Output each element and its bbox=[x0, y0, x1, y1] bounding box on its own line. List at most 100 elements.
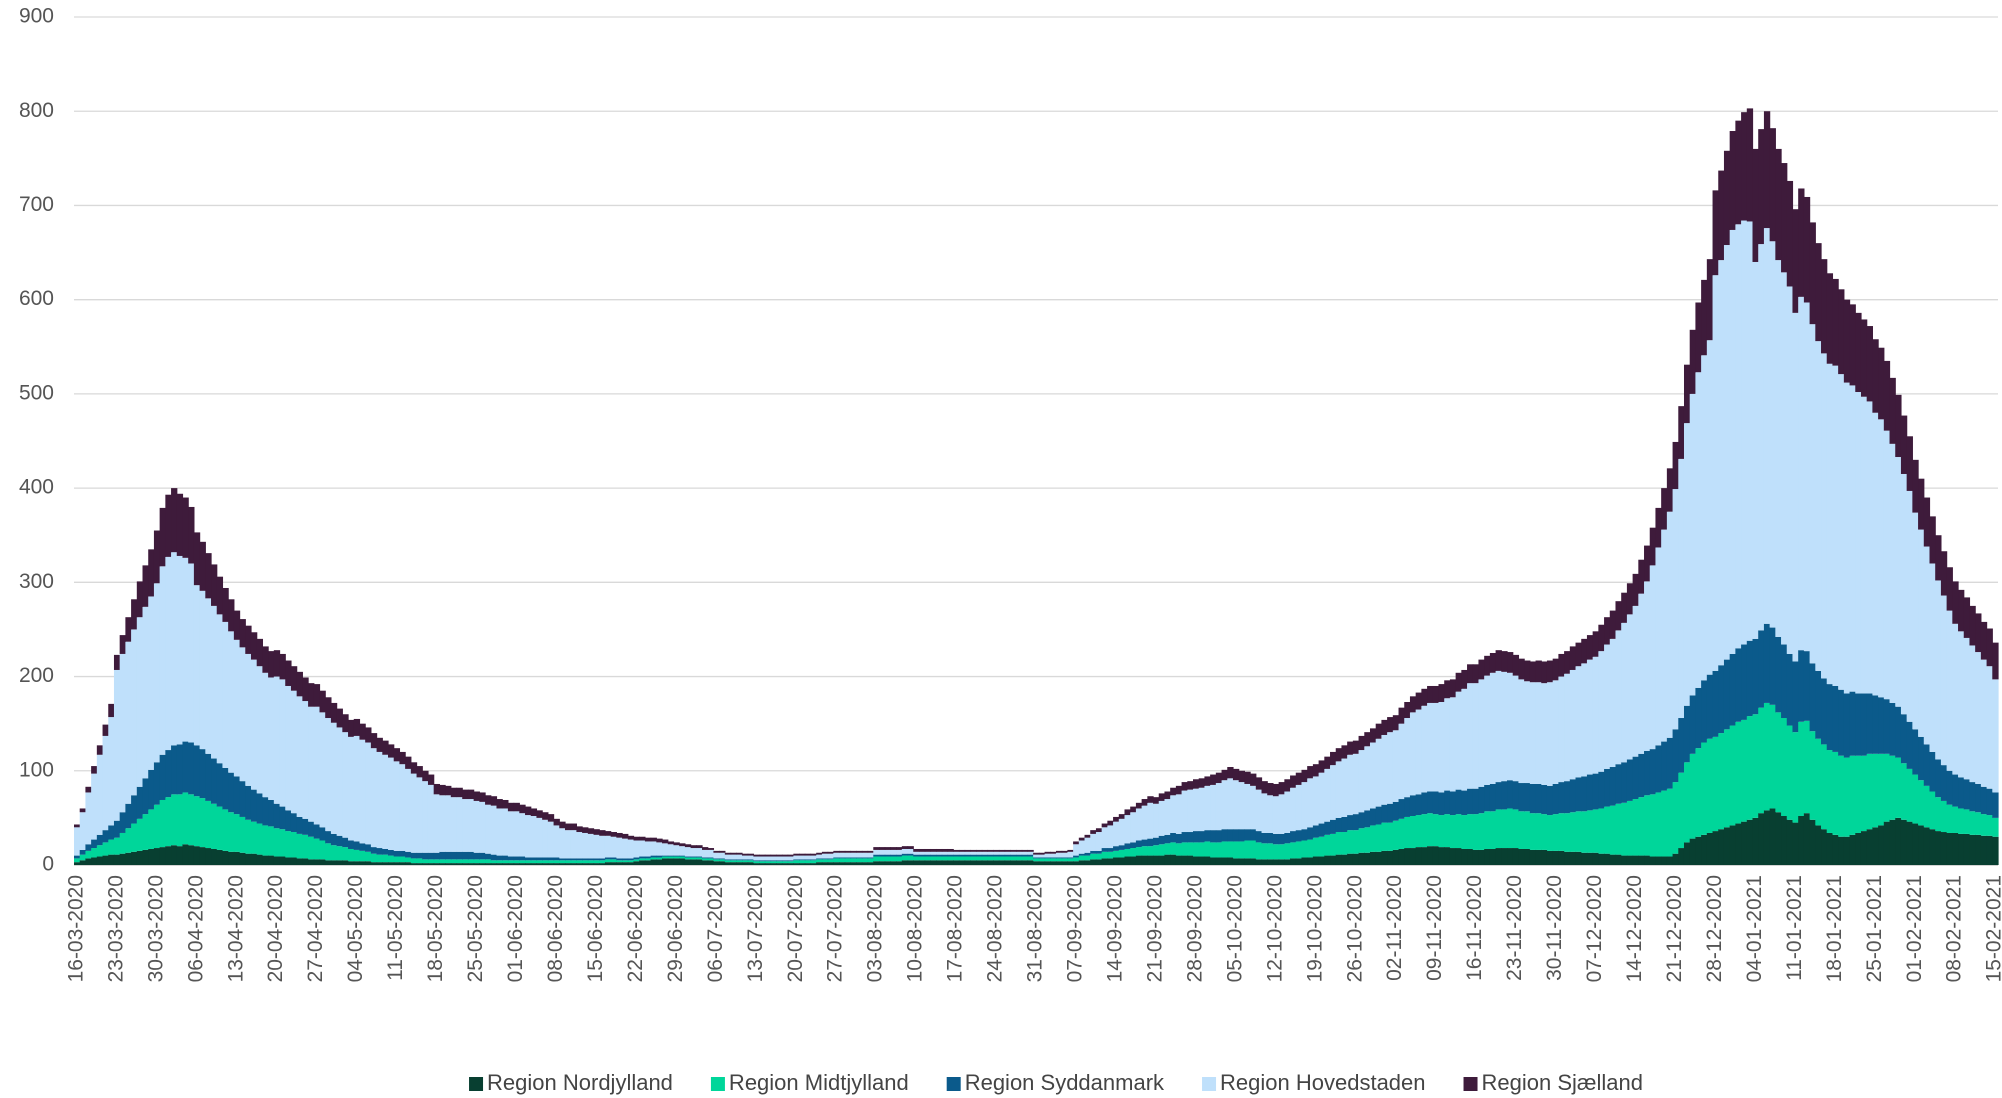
bar-segment bbox=[1027, 854, 1034, 857]
bar-segment bbox=[119, 635, 126, 654]
bar-segment bbox=[1838, 289, 1845, 375]
bar-segment bbox=[1832, 751, 1839, 835]
bar-segment bbox=[1118, 849, 1126, 858]
bar-segment bbox=[416, 766, 423, 778]
bar-segment bbox=[1135, 855, 1143, 865]
bar-segment bbox=[690, 848, 697, 857]
bar-segment bbox=[890, 861, 897, 865]
bar-segment bbox=[348, 848, 355, 862]
bar-segment bbox=[1135, 808, 1143, 841]
bar-segment bbox=[1484, 675, 1491, 785]
bar-segment bbox=[1221, 829, 1228, 842]
bar-segment bbox=[1752, 148, 1759, 262]
bar-segment bbox=[1358, 852, 1365, 865]
bar-segment bbox=[1729, 725, 1736, 826]
bar-segment bbox=[901, 853, 909, 856]
bar-segment bbox=[1381, 734, 1388, 805]
bar-segment bbox=[833, 858, 840, 863]
bar-segment bbox=[1644, 581, 1651, 751]
bar-segment bbox=[1723, 150, 1731, 246]
bar-segment bbox=[787, 860, 794, 862]
bar-segment bbox=[313, 824, 321, 839]
bar-segment bbox=[1124, 815, 1131, 844]
bar-segment bbox=[941, 848, 949, 852]
bar-segment bbox=[1586, 810, 1594, 853]
bar-segment bbox=[256, 666, 264, 794]
bar-segment bbox=[764, 860, 772, 862]
bar-segment bbox=[850, 857, 857, 859]
bar-segment bbox=[1524, 783, 1531, 812]
bar-segment bbox=[622, 838, 629, 859]
bar-segment bbox=[764, 861, 772, 864]
bar-segment bbox=[1010, 856, 1017, 861]
bar-segment bbox=[553, 860, 560, 864]
bar-segment bbox=[987, 849, 994, 852]
bar-segment bbox=[1147, 796, 1154, 803]
bar-segment bbox=[1392, 730, 1400, 802]
bar-segment bbox=[1895, 706, 1902, 758]
bar-segment bbox=[1889, 819, 1896, 865]
bar-segment bbox=[587, 833, 595, 859]
bar-segment bbox=[1838, 374, 1845, 690]
bar-segment bbox=[1113, 821, 1120, 847]
bar-segment bbox=[781, 856, 789, 861]
bar-segment bbox=[1404, 797, 1411, 817]
bar-segment bbox=[976, 854, 983, 857]
bar-segment bbox=[799, 859, 806, 861]
bar-segment bbox=[570, 858, 578, 861]
bar-segment bbox=[1621, 592, 1628, 623]
bar-segment bbox=[1267, 859, 1274, 865]
bar-segment bbox=[679, 843, 686, 847]
bar-segment bbox=[839, 857, 846, 859]
bar-segment bbox=[1638, 855, 1645, 865]
bar-segment bbox=[536, 860, 543, 864]
bar-segment bbox=[890, 854, 897, 857]
x-tick-label: 31-08-2020 bbox=[1024, 875, 1047, 982]
bar-segment bbox=[1632, 573, 1639, 606]
bar-segment bbox=[844, 850, 852, 853]
bar-segment bbox=[153, 530, 161, 584]
bar-segment bbox=[1821, 744, 1828, 830]
bar-segment bbox=[1718, 260, 1725, 666]
bar-segment bbox=[1649, 565, 1657, 750]
bar-segment bbox=[976, 856, 983, 861]
bar-segment bbox=[336, 860, 343, 865]
bar-segment bbox=[1940, 800, 1948, 833]
bar-segment bbox=[102, 830, 109, 843]
bar-segment bbox=[131, 599, 138, 630]
bar-segment bbox=[667, 841, 675, 845]
bar-segment bbox=[1695, 302, 1702, 373]
bar-segment bbox=[627, 862, 635, 865]
bar-segment bbox=[827, 853, 834, 859]
bar-segment bbox=[981, 851, 989, 855]
bar-segment bbox=[136, 850, 144, 865]
bar-segment bbox=[1592, 656, 1599, 774]
bar-segment bbox=[1227, 778, 1234, 830]
bar-segment bbox=[1604, 853, 1611, 865]
bar-segment bbox=[222, 621, 229, 768]
bar-segment bbox=[1912, 459, 1919, 513]
bar-segment bbox=[604, 857, 612, 860]
bar-segment bbox=[302, 834, 309, 859]
bar-segment bbox=[427, 859, 435, 864]
bar-segment bbox=[96, 834, 104, 846]
bar-segment bbox=[827, 851, 834, 854]
bar-segment bbox=[262, 672, 269, 798]
bar-segment bbox=[839, 852, 846, 858]
bar-segment bbox=[1860, 693, 1868, 756]
bar-segment bbox=[1255, 842, 1263, 860]
bar-segment bbox=[1524, 660, 1531, 682]
bar-segment bbox=[616, 837, 623, 859]
bar-segment bbox=[1609, 805, 1617, 855]
bar-segment bbox=[764, 854, 772, 857]
bar-segment bbox=[1369, 728, 1377, 743]
bar-segment bbox=[456, 851, 463, 860]
bar-segment bbox=[165, 797, 172, 847]
bar-segment bbox=[644, 837, 652, 842]
bar-segment bbox=[1398, 848, 1405, 865]
bar-segment bbox=[1078, 840, 1086, 854]
bar-segment bbox=[776, 856, 783, 861]
bar-segment bbox=[850, 852, 857, 858]
bar-segment bbox=[1381, 850, 1388, 865]
bar-segment bbox=[1918, 736, 1925, 781]
